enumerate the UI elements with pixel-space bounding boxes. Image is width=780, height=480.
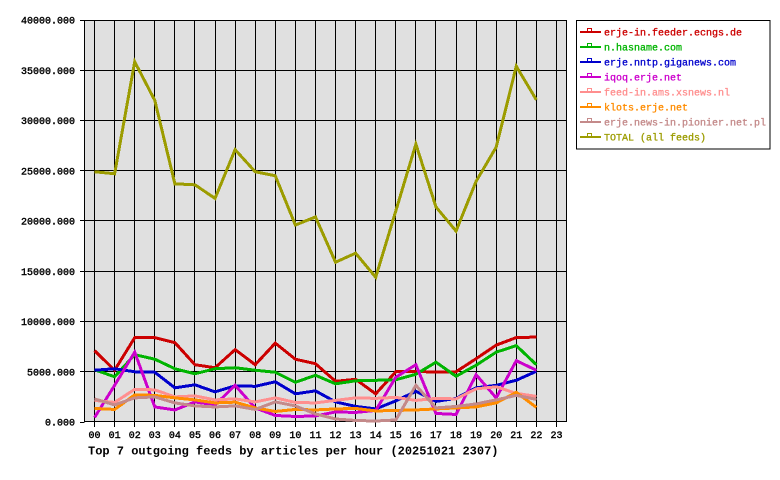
svg-text:04: 04 <box>169 431 181 442</box>
svg-text:01: 01 <box>109 431 121 442</box>
svg-text:TOTAL (all feeds): TOTAL (all feeds) <box>604 133 706 145</box>
svg-text:10000.000: 10000.000 <box>21 318 75 329</box>
svg-text:13: 13 <box>350 431 362 442</box>
svg-text:06: 06 <box>209 431 221 442</box>
svg-text:n.hasname.com: n.hasname.com <box>604 43 682 55</box>
svg-text:15000.000: 15000.000 <box>21 268 75 279</box>
svg-text:5000.000: 5000.000 <box>27 368 75 379</box>
svg-text:20: 20 <box>490 431 502 442</box>
svg-text:iqoq.erje.net: iqoq.erje.net <box>604 73 682 85</box>
svg-text:Top 7 outgoing feeds by articl: Top 7 outgoing feeds by articles per hou… <box>88 445 498 459</box>
svg-text:10: 10 <box>289 431 301 442</box>
svg-text:08: 08 <box>249 431 261 442</box>
svg-text:05: 05 <box>189 431 201 442</box>
svg-text:21: 21 <box>510 431 522 442</box>
svg-text:07: 07 <box>229 431 241 442</box>
svg-text:erje.news-in.pionier.net.pl: erje.news-in.pionier.net.pl <box>604 118 766 130</box>
svg-text:klots.erje.net: klots.erje.net <box>604 103 688 115</box>
svg-text:09: 09 <box>269 431 281 442</box>
svg-text:25000.000: 25000.000 <box>21 167 75 178</box>
svg-text:17: 17 <box>430 431 442 442</box>
svg-text:30000.000: 30000.000 <box>21 117 75 128</box>
svg-text:18: 18 <box>450 431 462 442</box>
svg-text:00: 00 <box>89 431 101 442</box>
svg-text:02: 02 <box>129 431 141 442</box>
svg-text:12: 12 <box>330 431 342 442</box>
svg-text:erje-in.feeder.ecngs.de: erje-in.feeder.ecngs.de <box>604 28 742 40</box>
svg-text:16: 16 <box>410 431 422 442</box>
svg-text:23: 23 <box>550 431 562 442</box>
svg-text:feed-in.ams.xsnews.nl: feed-in.ams.xsnews.nl <box>604 88 730 100</box>
svg-text:15: 15 <box>390 431 402 442</box>
svg-text:20000.000: 20000.000 <box>21 218 75 229</box>
svg-text:22: 22 <box>530 431 542 442</box>
svg-text:40000.000: 40000.000 <box>21 17 75 28</box>
svg-text:erje.nntp.giganews.com: erje.nntp.giganews.com <box>604 58 736 70</box>
svg-text:0.000: 0.000 <box>45 419 75 430</box>
svg-text:11: 11 <box>309 431 321 442</box>
svg-text:35000.000: 35000.000 <box>21 67 75 78</box>
svg-text:19: 19 <box>470 431 482 442</box>
svg-text:14: 14 <box>370 431 382 442</box>
svg-text:03: 03 <box>149 431 161 442</box>
